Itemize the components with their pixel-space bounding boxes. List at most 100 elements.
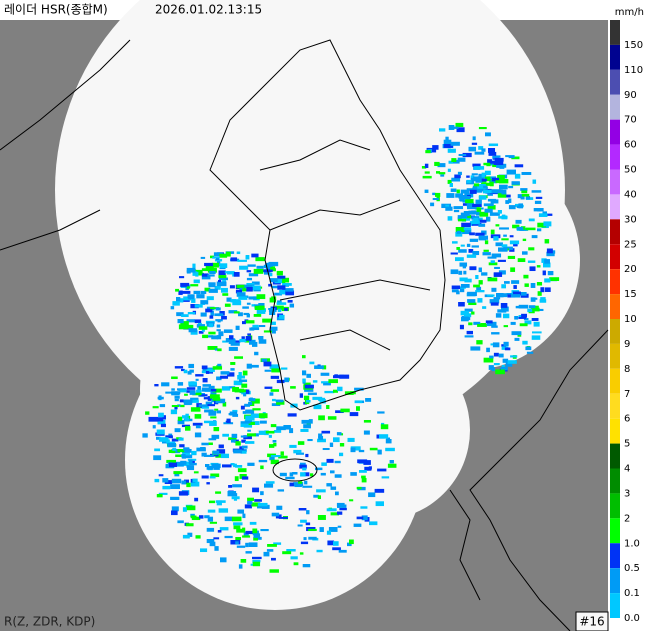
echo	[201, 328, 205, 332]
echo	[238, 312, 243, 317]
echo	[500, 366, 508, 371]
echo	[154, 478, 160, 483]
legend-swatch	[610, 418, 620, 444]
echo	[475, 177, 483, 183]
echo	[242, 513, 246, 519]
echo	[265, 266, 271, 270]
echo	[501, 284, 507, 289]
echo	[218, 280, 222, 283]
echo	[206, 296, 214, 301]
echo	[179, 389, 187, 393]
echo	[540, 297, 546, 300]
echo	[200, 300, 209, 305]
echo	[490, 229, 495, 235]
echo	[234, 476, 239, 482]
echo	[326, 508, 337, 512]
echo	[218, 331, 224, 337]
echo	[242, 411, 246, 414]
echo	[264, 483, 274, 488]
echo	[533, 208, 544, 212]
echo	[487, 176, 497, 180]
echo	[194, 319, 202, 324]
echo	[238, 296, 248, 300]
echo	[385, 439, 392, 444]
echo	[501, 189, 507, 195]
echo	[174, 428, 181, 433]
echo	[463, 211, 471, 214]
echo	[271, 557, 276, 561]
echo	[369, 521, 378, 526]
echo	[276, 400, 285, 405]
echo	[173, 471, 183, 475]
echo	[224, 271, 234, 274]
echo	[190, 481, 200, 487]
echo	[271, 328, 276, 334]
legend-label: 30	[624, 214, 637, 225]
echo	[229, 285, 235, 289]
echo	[165, 391, 173, 394]
echo	[356, 406, 360, 411]
echo	[198, 326, 208, 330]
echo	[213, 252, 223, 257]
echo	[245, 551, 252, 554]
echo	[233, 525, 241, 530]
echo	[232, 387, 240, 392]
echo	[214, 408, 219, 411]
echo	[251, 281, 260, 285]
echo	[515, 305, 522, 309]
echo	[276, 379, 285, 384]
echo	[210, 416, 217, 419]
echo	[187, 294, 195, 299]
echo	[303, 382, 311, 385]
echo	[239, 287, 245, 292]
echo	[251, 502, 261, 507]
unit: mm/h	[615, 7, 644, 18]
echo	[272, 440, 277, 443]
echo	[256, 294, 266, 300]
echo	[171, 388, 175, 391]
echo	[223, 422, 234, 425]
echo	[306, 400, 311, 403]
legend-label: 0.1	[624, 588, 640, 599]
echo	[302, 355, 306, 359]
echo	[497, 175, 505, 180]
echo	[491, 287, 497, 292]
echo	[466, 254, 477, 258]
echo	[236, 545, 246, 548]
legend-label: 50	[624, 165, 637, 176]
echo	[208, 331, 216, 335]
echo	[181, 454, 186, 458]
echo	[208, 282, 216, 286]
echo	[464, 308, 473, 312]
echo	[242, 370, 248, 376]
echo	[243, 393, 247, 397]
echo	[339, 507, 347, 511]
echo	[496, 164, 505, 168]
echo	[210, 307, 219, 310]
echo	[206, 539, 215, 544]
echo	[245, 256, 249, 259]
echoes	[142, 122, 560, 573]
echo	[510, 321, 516, 325]
echo	[496, 293, 504, 298]
echo	[522, 340, 528, 345]
legend-swatch	[610, 219, 620, 245]
echo	[350, 446, 361, 451]
echo	[253, 537, 258, 541]
echo	[430, 202, 435, 207]
echo	[207, 509, 216, 513]
echo	[162, 415, 166, 420]
echo	[204, 454, 214, 457]
echo	[475, 232, 485, 236]
echo	[207, 274, 215, 277]
echo	[202, 334, 209, 339]
echo	[205, 464, 210, 468]
echo	[289, 428, 294, 434]
echo	[306, 373, 312, 378]
echo	[284, 377, 290, 383]
echo	[252, 285, 261, 290]
echo	[258, 430, 266, 435]
echo	[171, 506, 179, 512]
echo	[248, 398, 256, 402]
echo	[205, 308, 213, 313]
